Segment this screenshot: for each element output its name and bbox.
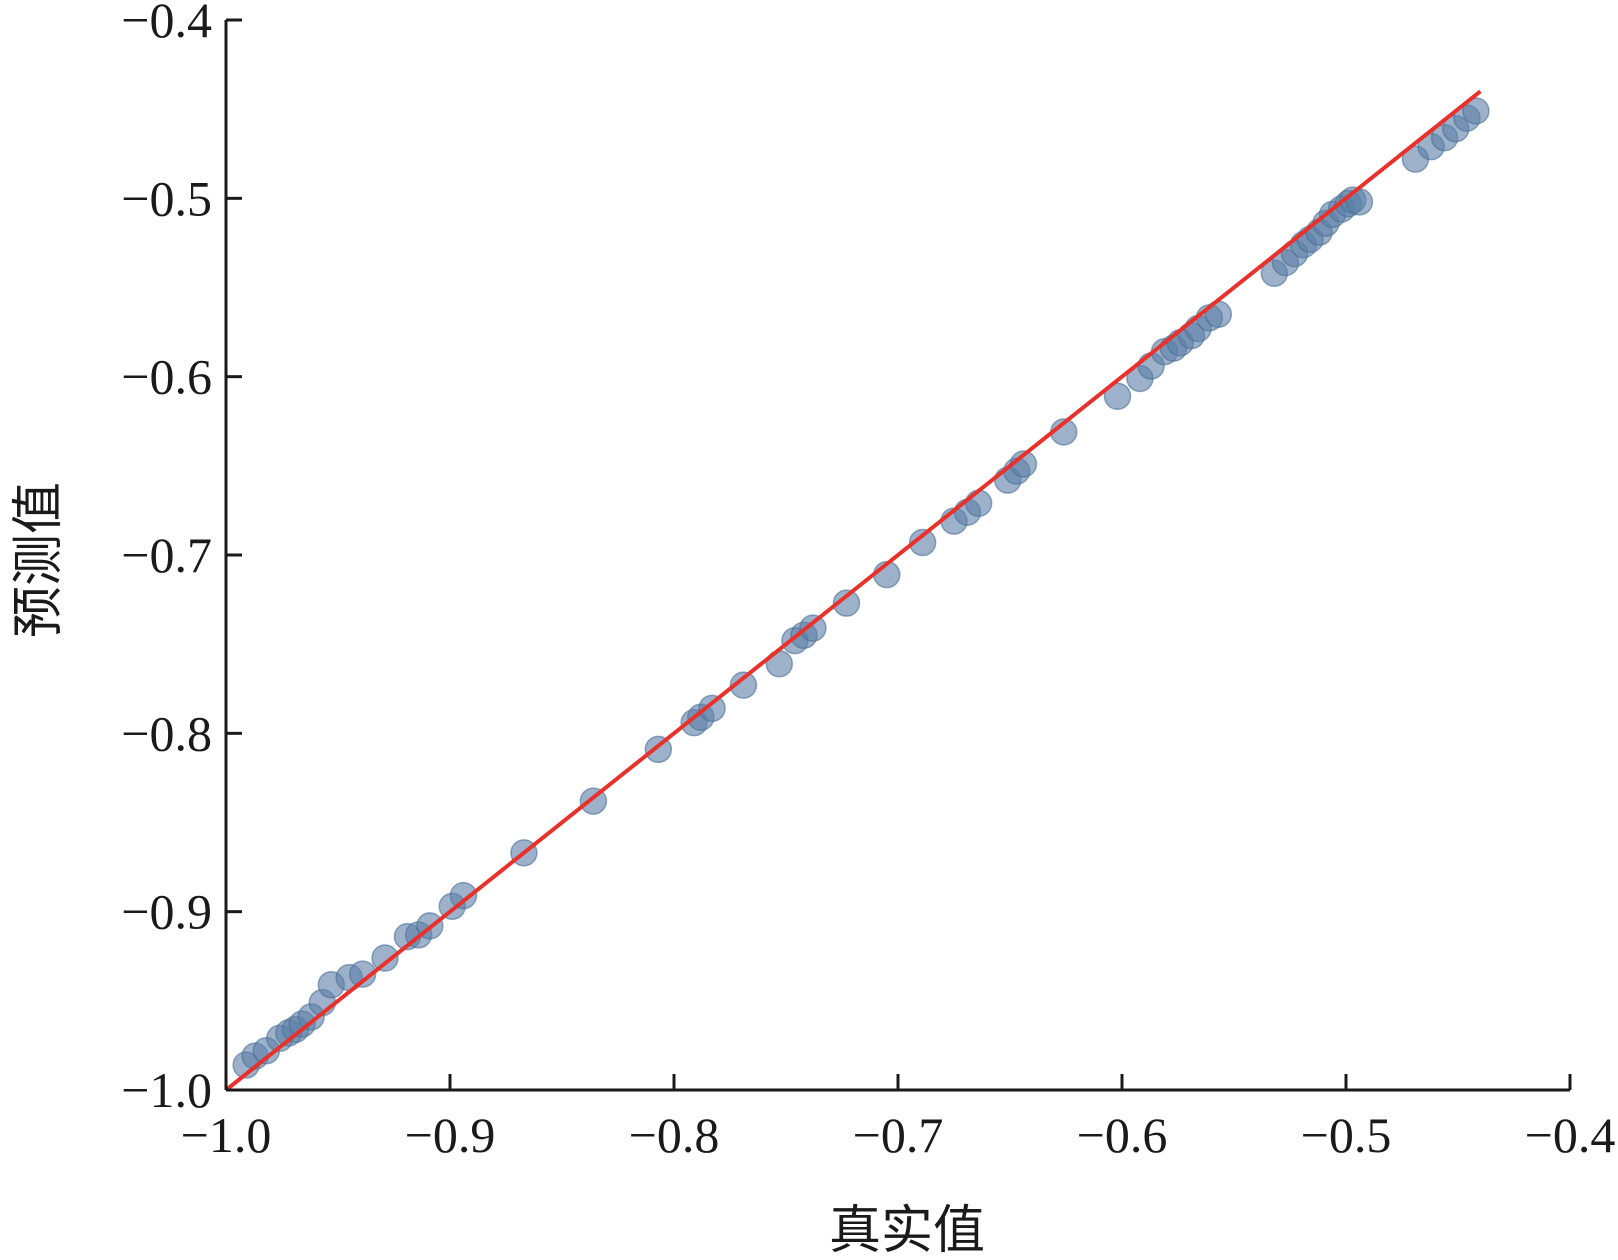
data-point [832, 589, 861, 617]
y-tick-label: −0.9 [121, 884, 212, 940]
y-tick-label: −0.8 [121, 705, 212, 761]
data-point [698, 694, 726, 723]
data-point [348, 960, 377, 988]
y-tick-label: −0.6 [121, 349, 212, 405]
x-tick-label: −0.4 [1525, 1107, 1616, 1163]
x-axis-title: 真实值 [829, 1201, 985, 1260]
data-point [371, 944, 399, 972]
x-tick-label: −0.6 [1077, 1107, 1168, 1163]
data-points [232, 97, 1490, 1079]
data-point [729, 671, 758, 699]
data-point [908, 528, 937, 557]
fit-line [224, 89, 1482, 1092]
y-tick-label: −1.0 [121, 1062, 212, 1118]
x-tick-label: −0.5 [1301, 1107, 1392, 1163]
x-ticks: −1.0 −0.9 −0.8 −0.7 −0.6 −0.5 −0.4 [181, 1074, 1616, 1163]
x-tick-label: −1.0 [181, 1107, 272, 1163]
data-point [1462, 97, 1490, 125]
x-tick-label: −0.9 [405, 1107, 496, 1163]
y-tick-label: −0.5 [121, 170, 212, 226]
data-point [449, 881, 478, 910]
y-tick-label: −0.4 [121, 0, 212, 48]
x-tick-label: −0.7 [853, 1107, 944, 1163]
data-point [964, 489, 993, 518]
data-point [799, 614, 827, 642]
data-point [1103, 382, 1132, 411]
y-axis-title: 预测值 [9, 482, 69, 638]
y-tick-label: −0.7 [121, 527, 212, 583]
y-ticks: −1.0 −0.9 −0.8 −0.7 −0.6 −0.5 −0.4 [121, 0, 242, 1118]
x-tick-label: −0.8 [629, 1107, 720, 1163]
